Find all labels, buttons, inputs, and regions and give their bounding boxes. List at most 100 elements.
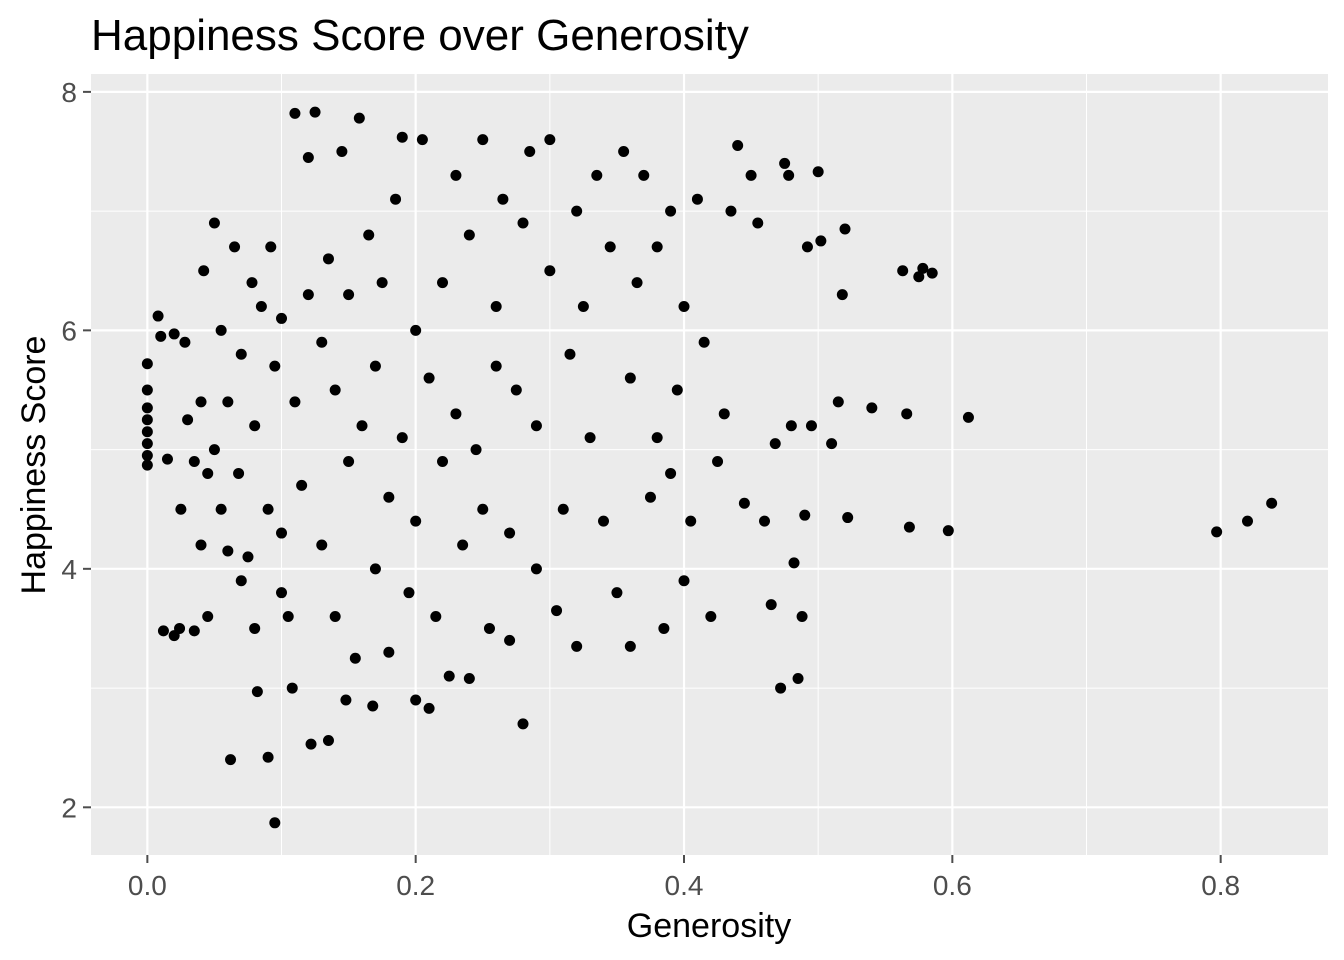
data-point [524,146,536,158]
data-point [783,169,795,181]
data-point [249,622,261,634]
data-point [349,652,361,664]
data-point [450,408,462,420]
data-point [665,205,677,217]
data-point [842,512,854,524]
data-point [651,432,663,444]
data-point [477,503,489,515]
data-point [340,694,352,706]
data-point [235,575,247,587]
data-point [785,420,797,432]
data-point [195,396,207,408]
data-point [161,453,173,465]
data-point [796,611,808,623]
data-point [490,360,502,372]
data-point [152,310,164,322]
data-point [698,336,710,348]
data-point [490,301,502,313]
data-point [316,539,328,551]
data-point [752,217,764,229]
data-point [262,751,274,763]
data-point [551,605,563,617]
data-point [343,456,355,468]
data-point [403,587,415,599]
data-point [917,262,929,274]
data-point [678,575,690,587]
data-point [678,301,690,313]
y-tick-label: 4 [61,554,77,585]
x-axis-label: Generosity [627,907,791,945]
data-point [329,384,341,396]
y-axis-label: Happiness Score [15,336,53,595]
data-point [195,539,207,551]
x-tick-label: 0.8 [1201,870,1240,901]
data-point [775,682,787,694]
x-tick-label: 0.2 [396,870,435,901]
data-point [276,587,288,599]
data-point [832,396,844,408]
data-point [262,503,274,515]
data-point [353,112,365,124]
data-point [504,527,516,539]
y-tick-labels: 2 4 6 8 [61,77,77,823]
data-point [182,414,194,426]
data-point [738,497,750,509]
data-point [179,336,191,348]
data-point [363,229,375,241]
data-point [246,277,258,289]
data-point [510,384,522,396]
data-point [430,611,442,623]
data-point [141,384,153,396]
y-tick-label: 2 [61,792,77,823]
data-point [517,217,529,229]
data-point [410,515,422,527]
data-point [705,611,717,623]
data-point [658,622,670,634]
data-point [443,670,455,682]
data-point [343,289,355,301]
data-point [765,599,777,611]
data-point [571,205,583,217]
data-point [251,686,263,698]
data-point [282,611,294,623]
data-point [141,402,153,414]
data-point [316,336,328,348]
data-point [631,277,643,289]
data-point [1211,526,1223,538]
data-point [815,235,827,247]
data-point [396,432,408,444]
axis-ticks [83,90,1222,863]
data-point [255,301,267,313]
data-point [463,229,475,241]
x-tick-label: 0.6 [933,870,972,901]
data-point [208,217,220,229]
data-point [571,640,583,652]
data-point [155,330,167,342]
data-point [897,265,909,277]
data-point [598,515,610,527]
data-point [644,491,656,503]
data-point [611,587,623,599]
plot-panel [91,74,1328,855]
data-point [367,700,379,712]
data-point [759,515,771,527]
data-point [215,503,227,515]
data-point [423,702,435,714]
data-point [322,735,334,747]
data-point [369,563,381,575]
data-point [242,551,254,563]
data-point [470,444,482,456]
data-point [302,151,314,163]
data-point [691,193,703,205]
data-point [289,107,301,119]
data-point [336,146,348,158]
data-point [624,372,636,384]
data-point [530,420,542,432]
data-point [269,817,281,829]
data-point [712,456,724,468]
data-point [457,539,469,551]
data-point [530,563,542,575]
data-point [229,241,241,253]
data-point [618,146,630,158]
